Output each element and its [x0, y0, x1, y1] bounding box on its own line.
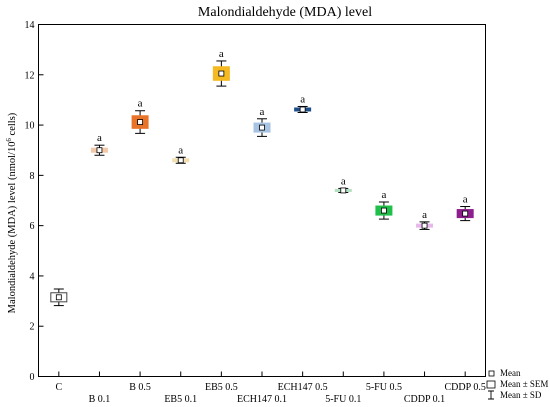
y-tick-label: 6	[30, 221, 35, 232]
y-tick-label: 0	[30, 372, 35, 383]
mean-marker	[137, 119, 143, 125]
legend-mean-marker	[488, 370, 495, 377]
legend-sem-marker	[486, 380, 496, 389]
significance-label: a	[178, 144, 183, 156]
group-7: a	[334, 175, 352, 194]
group-5: a	[253, 106, 271, 137]
x-tick-label: B 0.5	[129, 382, 151, 393]
legend: Mean Mean ± SEM Mean ± SD	[486, 368, 548, 400]
x-tick-label: CDDP 0.5	[445, 382, 486, 393]
mean-marker	[340, 187, 347, 194]
mean-marker	[259, 124, 265, 131]
group-6: a	[294, 93, 312, 113]
y-tick-label: 4	[30, 271, 35, 282]
group-4: a	[212, 48, 230, 87]
mean-marker	[55, 294, 62, 301]
significance-label: a	[300, 93, 305, 105]
y-axis-label-main: Malondialdehyde (MDA) level (nmol/10	[7, 142, 18, 314]
x-tick-label: ECH147 0.5	[278, 382, 328, 393]
significance-label: a	[381, 189, 386, 201]
plot-frame	[38, 24, 486, 377]
legend-sem: Mean ± SEM	[486, 379, 548, 389]
mean-marker	[462, 210, 469, 217]
legend-mean: Mean	[488, 368, 521, 378]
x-tick-label: EB5 0.5	[205, 382, 238, 393]
y-tick-label: 12	[25, 70, 35, 81]
group-0	[50, 288, 68, 307]
legend-sem-label: Mean ± SEM	[500, 379, 548, 389]
x-tick-label: C	[55, 382, 62, 393]
mean-marker	[96, 147, 103, 154]
x-tick-label: B 0.1	[89, 394, 111, 405]
svg-text:Malondialdehyde (MDA) level (n: Malondialdehyde (MDA) level (nmol/106 ce…	[5, 112, 18, 313]
significance-label: a	[422, 209, 427, 221]
legend-mean-label: Mean	[500, 368, 521, 378]
group-10: a	[456, 194, 474, 222]
legend-sd: Mean ± SD	[488, 390, 542, 400]
group-2: a	[131, 98, 149, 134]
y-tick-label: 2	[30, 322, 35, 333]
mean-marker	[218, 70, 225, 77]
significance-label: a	[219, 48, 224, 60]
x-tick-label: 5-FU 0.5	[366, 382, 402, 393]
x-tick-label: CDDP 0.1	[404, 394, 445, 405]
y-axis-label: Malondialdehyde (MDA) level (nmol/106 ce…	[5, 112, 18, 313]
group-9: a	[416, 209, 434, 230]
significance-label: a	[97, 132, 102, 144]
group-8: a	[375, 189, 393, 220]
group-1: a	[90, 132, 108, 156]
chart-title: Malondialdehyde (MDA) level	[198, 5, 372, 20]
y-axis-label-tail: cells)	[7, 112, 18, 138]
significance-label: a	[463, 194, 468, 206]
mean-marker	[299, 106, 306, 113]
x-tick-label: EB5 0.1	[164, 394, 197, 405]
y-tick-label: 14	[25, 20, 35, 31]
legend-sd-marker	[488, 390, 494, 400]
significance-label: a	[260, 106, 265, 118]
significance-label: a	[138, 98, 143, 110]
y-axis-label-sup: 6	[5, 138, 13, 142]
mean-marker	[421, 222, 428, 229]
mean-marker	[381, 207, 387, 214]
legend-sd-label: Mean ± SD	[500, 390, 542, 400]
mean-marker	[177, 157, 184, 164]
y-axis-ticks: 0 2 4 6 8 10 12 14	[25, 20, 44, 383]
y-tick-label: 10	[25, 121, 35, 132]
y-tick-label: 8	[30, 171, 35, 182]
significance-label: a	[341, 175, 346, 187]
x-tick-label: 5-FU 0.1	[325, 394, 361, 405]
data-boxes: a a a a a a a a a a	[50, 48, 474, 307]
group-3: a	[172, 144, 190, 164]
x-tick-label: ECH147 0.1	[237, 394, 287, 405]
